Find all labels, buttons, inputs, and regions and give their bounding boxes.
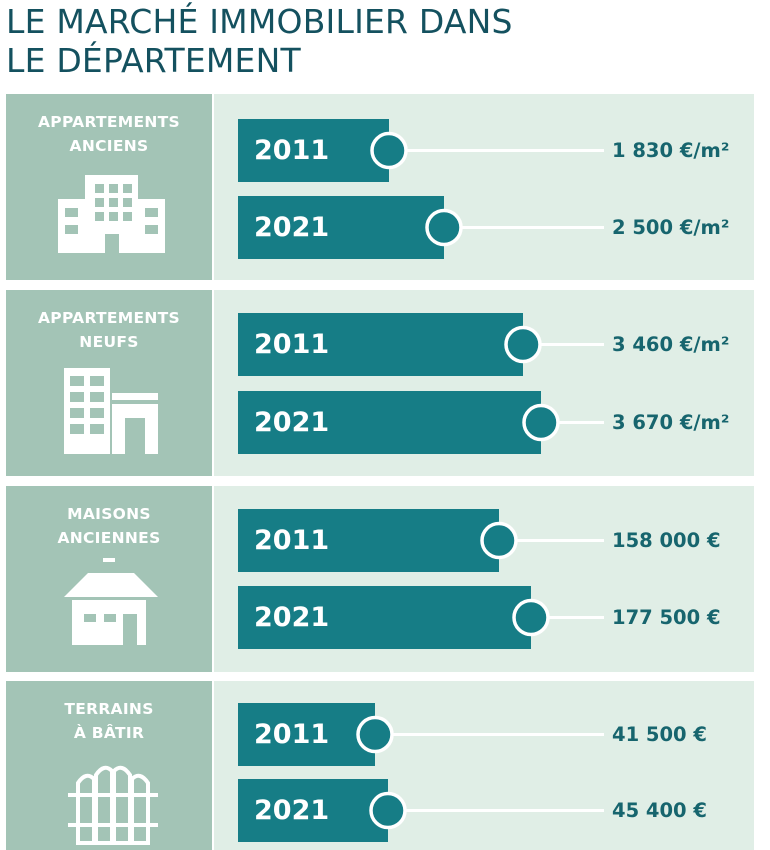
value-label: 3 670 €/m² [612, 411, 730, 434]
new-buildings-icon [64, 368, 158, 454]
category-panel: APPARTEMENTS ANCIENS [6, 94, 212, 280]
category-label: MAISONS ANCIENNES [6, 502, 212, 550]
marker-fill [541, 405, 558, 440]
bar-year-label: 2021 [254, 407, 330, 438]
category-label-line-1: APPARTEMENTS [37, 113, 180, 131]
marker-fill [531, 600, 548, 635]
title-line-1: LE MARCHÉ IMMOBILIER DANS [6, 2, 513, 41]
bar-year-label: 2021 [254, 795, 330, 826]
value-label: 158 000 € [612, 529, 721, 552]
marker-fill [375, 717, 392, 752]
value-label: 45 400 € [612, 799, 707, 822]
house-icon [64, 558, 158, 645]
bar-year-label: 2011 [254, 329, 330, 360]
chart-panel: 2011 2021 1 830 €/m² 2 500 €/m² [214, 94, 754, 280]
marker-fill [523, 327, 540, 362]
bar-year-label: 2011 [254, 135, 330, 166]
chart-panel: 2011 2021 41 500 € 45 400 € [214, 681, 754, 850]
category-label-line-1: APPARTEMENTS [37, 309, 180, 327]
category-label: APPARTEMENTS ANCIENS [6, 110, 212, 158]
chart-panel: 2011 2021 158 000 € 177 500 € [214, 486, 754, 672]
fence-icon [68, 765, 158, 845]
section-terrains-a-batir: TERRAINS À BÂTIR 2011 2021 41 500 € 45 4… [6, 681, 754, 850]
bar-2011: 2011 [238, 703, 375, 766]
value-label: 1 830 €/m² [612, 139, 730, 162]
marker-fill [388, 793, 405, 828]
marker-fill [444, 210, 461, 245]
bar-year-label: 2021 [254, 602, 330, 633]
bar-year-label: 2011 [254, 719, 330, 750]
value-label: 3 460 €/m² [612, 333, 730, 356]
section-maisons-anciennes: MAISONS ANCIENNES 2011 2021 158 000 € 17… [6, 486, 754, 672]
bar-2021: 2021 [238, 586, 531, 649]
category-panel: APPARTEMENTS NEUFS [6, 290, 212, 476]
chart-panel: 2011 2021 3 460 €/m² 3 670 €/m² [214, 290, 754, 476]
category-label-line-2: À BÂTIR [73, 724, 145, 742]
bar-2021: 2021 [238, 196, 444, 259]
bar-2011: 2011 [238, 313, 523, 376]
bar-2011: 2011 [238, 119, 389, 182]
bar-2021: 2021 [238, 391, 541, 454]
bar-year-label: 2011 [254, 525, 330, 556]
bar-2011: 2011 [238, 509, 499, 572]
category-label-line-2: NEUFS [79, 333, 139, 351]
category-panel: TERRAINS À BÂTIR [6, 681, 212, 850]
bar-2021: 2021 [238, 779, 388, 842]
value-label: 41 500 € [612, 723, 707, 746]
marker-fill [389, 133, 406, 168]
marker-fill [499, 523, 516, 558]
category-label-line-2: ANCIENNES [57, 529, 161, 547]
title-line-2: LE DÉPARTEMENT [6, 41, 301, 80]
page-title: LE MARCHÉ IMMOBILIER DANS LE DÉPARTEMENT [6, 2, 766, 80]
section-appartements-anciens: APPARTEMENTS ANCIENS 2011 2021 [6, 94, 754, 280]
category-panel: MAISONS ANCIENNES [6, 486, 212, 672]
category-label-line-2: ANCIENS [69, 137, 149, 155]
category-label-line-1: MAISONS [67, 505, 151, 523]
category-label: TERRAINS À BÂTIR [6, 697, 212, 745]
bar-year-label: 2021 [254, 212, 330, 243]
value-label: 2 500 €/m² [612, 216, 730, 239]
section-appartements-neufs: APPARTEMENTS NEUFS 2011 2021 3 460 €/ [6, 290, 754, 476]
apartment-building-icon [58, 175, 165, 253]
value-label: 177 500 € [612, 606, 721, 629]
category-label-line-1: TERRAINS [64, 700, 154, 718]
category-label: APPARTEMENTS NEUFS [6, 306, 212, 354]
